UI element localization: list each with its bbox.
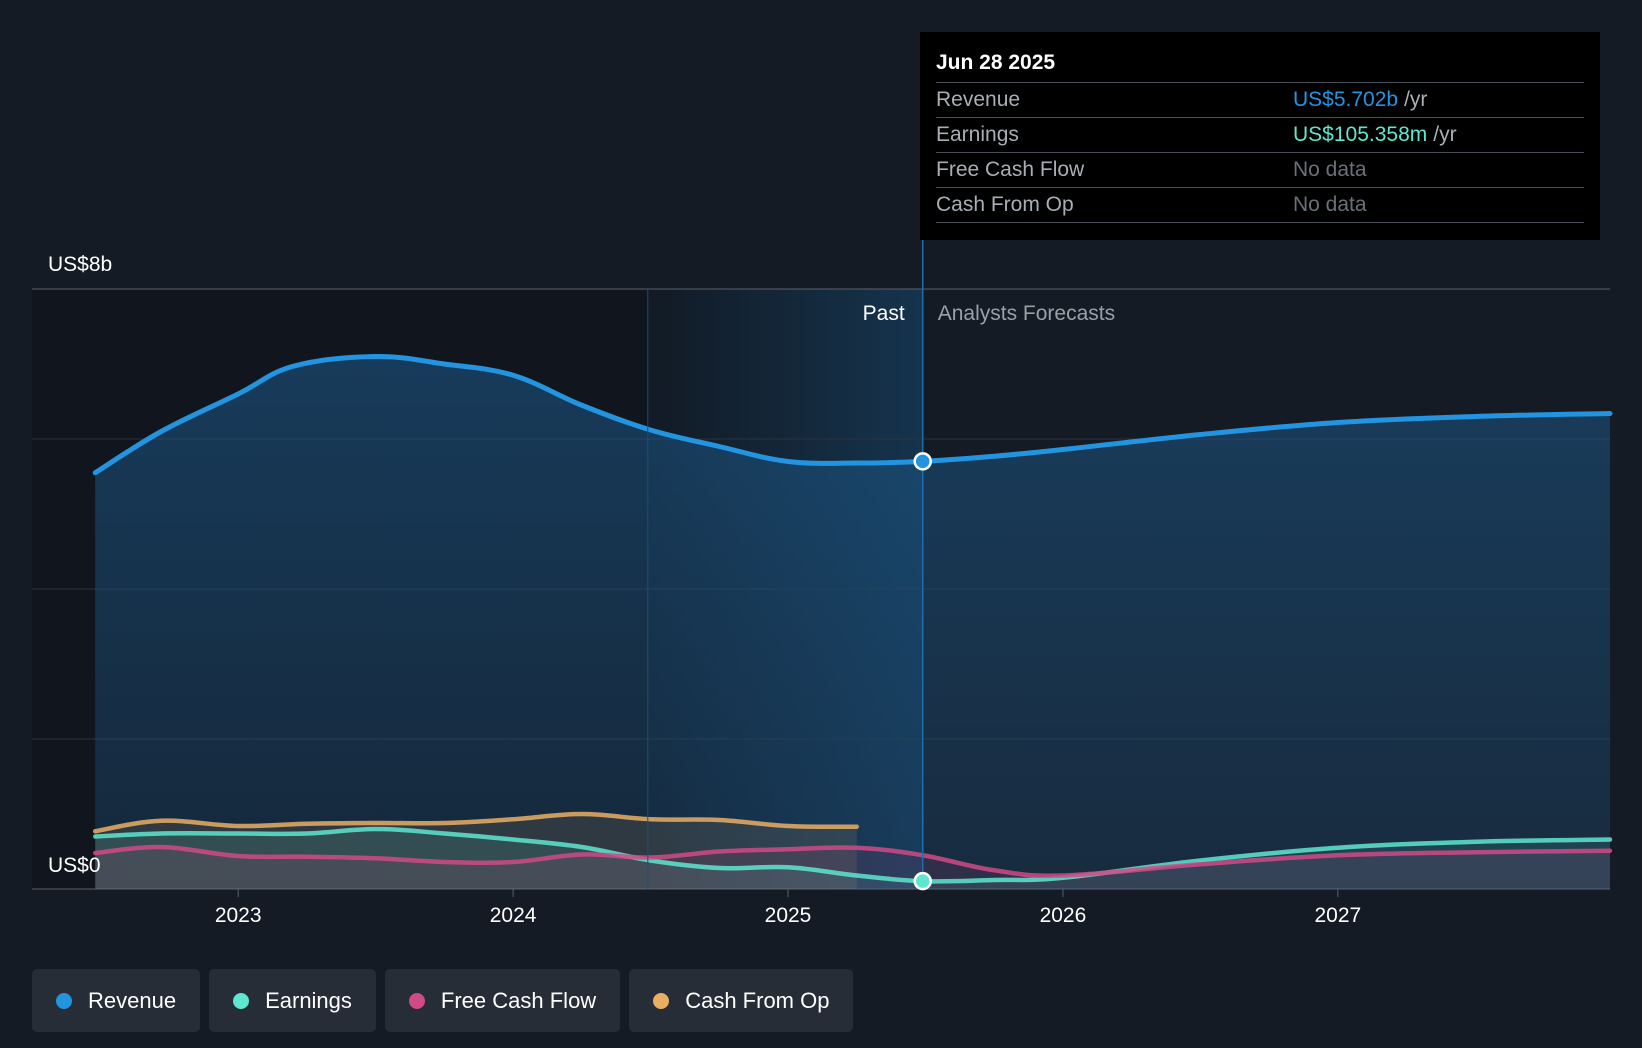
- tooltip-unit: /yr: [1404, 88, 1428, 111]
- tooltip-value: US$105.358m: [1293, 123, 1428, 146]
- tooltip-label: Revenue: [936, 88, 1021, 111]
- x-tick-label: 2024: [490, 904, 537, 927]
- series-markers: [913, 452, 932, 891]
- line-cash-from-op: [92, 811, 859, 834]
- x-tick-label: 2027: [1314, 904, 1361, 927]
- series-lines: [92, 353, 1613, 884]
- line-earnings: [92, 826, 1613, 884]
- area-free-cash-flow: [95, 846, 1610, 889]
- tooltip-label: Earnings: [936, 123, 1019, 146]
- tooltip: Jun 28 2025 Revenue US$5.702b /yr Earnin…: [920, 32, 1600, 240]
- tooltip-row-revenue: Revenue US$5.702b /yr: [936, 82, 1584, 117]
- tooltip-value: US$5.702b: [1293, 88, 1399, 111]
- legend-item-cash-from-op[interactable]: Cash From Op: [629, 969, 854, 1032]
- marker-earnings[interactable]: [913, 871, 932, 891]
- marker-revenue[interactable]: [913, 452, 932, 471]
- legend-label: Revenue: [88, 987, 177, 1013]
- past-label: Past: [863, 302, 905, 325]
- tooltip-label: Cash From Op: [936, 193, 1074, 216]
- area-revenue: [95, 356, 1610, 890]
- tooltip-value: No data: [1293, 158, 1367, 181]
- tooltip-row-cash-from-op: Cash From Op No data: [936, 187, 1584, 223]
- forecast-label: Analysts Forecasts: [938, 302, 1115, 325]
- legend-label: Cash From Op: [685, 987, 830, 1013]
- earnings-dot-icon: [233, 992, 250, 1009]
- x-tick-label: 2023: [215, 904, 262, 927]
- tooltip-date: Jun 28 2025: [936, 51, 1056, 74]
- tooltip-row-earnings: Earnings US$105.358m /yr: [936, 117, 1584, 152]
- tooltip-value: No data: [1293, 193, 1367, 216]
- legend-item-revenue[interactable]: Revenue: [32, 969, 201, 1032]
- tooltip-row-free-cash-flow: Free Cash Flow No data: [936, 152, 1584, 187]
- tooltip-unit: /yr: [1433, 123, 1457, 146]
- legend-label: Earnings: [265, 987, 352, 1013]
- x-tick-label: 2025: [765, 904, 812, 927]
- y-axis-bottom-label: US$0: [48, 854, 101, 877]
- area-earnings: [95, 829, 1610, 889]
- line-free-cash-flow: [92, 844, 1613, 878]
- cash-from-op-dot-icon: [653, 992, 670, 1009]
- x-tick-label: 2026: [1040, 904, 1087, 927]
- free-cash-flow-dot-icon: [408, 992, 425, 1009]
- legend-item-earnings[interactable]: Earnings: [209, 969, 376, 1032]
- y-axis-top-label: US$8b: [48, 253, 112, 276]
- series-areas: [95, 356, 1610, 890]
- legend: Revenue Earnings Free Cash Flow Cash Fro…: [32, 969, 854, 1032]
- line-revenue: [92, 353, 1613, 476]
- legend-item-free-cash-flow[interactable]: Free Cash Flow: [384, 969, 621, 1032]
- legend-label: Free Cash Flow: [440, 987, 597, 1013]
- x-axis-ticks: 2023 2024 2025 2026 2027: [215, 889, 1361, 927]
- tooltip-label: Free Cash Flow: [936, 158, 1085, 181]
- revenue-dot-icon: [56, 992, 72, 1009]
